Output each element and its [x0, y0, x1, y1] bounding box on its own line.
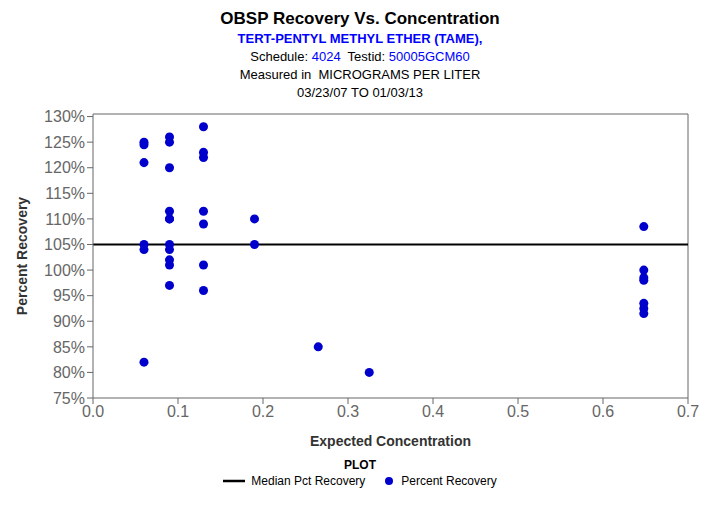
- svg-text:110%: 110%: [45, 211, 85, 228]
- html-text:PLOT: PLOT: [344, 458, 376, 472]
- svg-text:0.0: 0.0: [82, 403, 104, 420]
- html-text:Median Pct Recovery: Median Pct Recovery: [251, 474, 366, 488]
- svg-text:0.1: 0.1: [167, 403, 189, 420]
- html-text:03/23/07 TO 01/03/13: 03/23/07 TO 01/03/13: [297, 85, 423, 100]
- html-text:TERT-PENTYL METHYL ETHER (TAME: TERT-PENTYL METHYL ETHER (TAME),: [237, 31, 483, 46]
- html-text:OBSP Recovery Vs. Concentratio: OBSP Recovery Vs. Concentration: [220, 9, 500, 28]
- svg-text:0.7: 0.7: [677, 403, 699, 420]
- svg-text:Percent Recovery: Percent Recovery: [14, 197, 30, 316]
- svg-text:75%: 75%: [53, 390, 85, 407]
- svg-text:0.6: 0.6: [592, 403, 614, 420]
- svg-text:80%: 80%: [53, 364, 85, 381]
- svg-text:100%: 100%: [44, 262, 85, 279]
- svg-text:0.3: 0.3: [337, 403, 359, 420]
- svg-text:0.4: 0.4: [422, 403, 444, 420]
- html-text:Measured in MICROGRAMS PER LIT: Measured in MICROGRAMS PER LITER: [239, 67, 481, 82]
- svg-text:90%: 90%: [53, 313, 85, 330]
- svg-text:85%: 85%: [53, 339, 85, 356]
- svg-text:105%: 105%: [44, 236, 85, 253]
- svg-text:130%: 130%: [44, 108, 85, 125]
- svg-text:115%: 115%: [45, 185, 85, 202]
- svg-text:125%: 125%: [44, 134, 85, 151]
- svg-text:95%: 95%: [53, 287, 85, 304]
- svg-text:120%: 120%: [44, 159, 85, 176]
- html-text:Percent Recovery: Percent Recovery: [401, 474, 497, 488]
- html-text:Schedule: 4024 Testid: 50005GC: Schedule: 4024 Testid: 50005GCM60: [250, 49, 470, 64]
- svg-text:Expected Concentration: Expected Concentration: [310, 433, 471, 449]
- svg-text:0.5: 0.5: [507, 403, 529, 420]
- svg-text:0.2: 0.2: [252, 403, 274, 420]
